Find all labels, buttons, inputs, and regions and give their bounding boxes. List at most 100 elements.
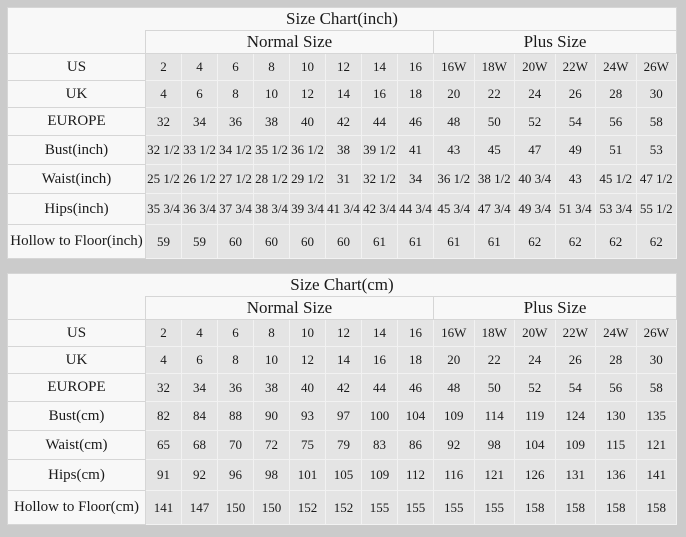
size-value-cell: 60 (253, 224, 290, 259)
size-value-cell: 158 (514, 490, 556, 525)
row-label: Hollow to Floor(cm) (7, 490, 146, 525)
size-value-cell: 101 (289, 459, 326, 491)
size-value-cell: 22W (554, 319, 596, 347)
size-value-cell: 155 (361, 490, 398, 525)
size-value-cell: 41 3/4 (325, 193, 362, 225)
size-value-cell: 88 (217, 401, 254, 431)
size-value-cell: 58 (635, 373, 677, 402)
row-label: Hollow to Floor(inch) (7, 224, 146, 259)
size-value-cell: 92 (181, 459, 218, 491)
table-row: UK 4 6 8 10 12 14 16 18 20 22 24 26 28 30 (7, 80, 677, 108)
size-value-cell: 147 (181, 490, 218, 525)
size-value-cell: 72 (253, 430, 290, 460)
size-value-cell: 32 (145, 373, 182, 402)
size-value-cell: 14 (325, 346, 362, 374)
size-value-cell: 150 (253, 490, 290, 525)
row-label: US (7, 319, 146, 347)
size-value-cell: 29 1/2 (289, 164, 326, 194)
size-value-cell: 14 (361, 53, 398, 81)
size-value-cell: 68 (181, 430, 218, 460)
size-value-cell: 121 (473, 459, 515, 491)
size-chart-cm-table: Size Chart(cm) Normal Size Plus Size US 2… (7, 273, 677, 525)
size-value-cell: 22 (473, 346, 515, 374)
size-value-cell: 49 3/4 (514, 193, 556, 225)
size-value-cell: 42 (325, 107, 362, 136)
row-label: US (7, 53, 146, 81)
size-value-cell: 152 (289, 490, 326, 525)
size-value-cell: 39 1/2 (361, 135, 398, 165)
size-value-cell: 26 (554, 80, 596, 108)
size-value-cell: 8 (253, 53, 290, 81)
size-value-cell: 34 (181, 373, 218, 402)
size-value-cell: 43 (433, 135, 475, 165)
size-value-cell: 84 (181, 401, 218, 431)
plus-size-header: Plus Size (433, 30, 677, 54)
table-row: US 2 4 6 8 10 12 14 16 16W 18W 20W 22W 24W 26W (7, 319, 677, 347)
table-row: EUROPE 32 34 36 38 40 42 44 46 48 50 52 54 56 58 (7, 373, 677, 402)
size-value-cell: 45 (473, 135, 515, 165)
size-value-cell: 136 (595, 459, 637, 491)
table-row: Hollow to Floor(inch) 59 59 60 60 60 60 61 61 61 6… (7, 224, 677, 259)
size-value-cell: 4 (145, 80, 182, 108)
table-body: US 2 4 6 8 10 12 14 16 16W 18W 20W 22W 24W 26W UK 4 6 8 10 1… (7, 319, 677, 525)
size-value-cell: 59 (181, 224, 218, 259)
size-value-cell: 20W (514, 319, 556, 347)
size-value-cell: 16W (433, 53, 475, 81)
size-value-cell: 100 (361, 401, 398, 431)
size-value-cell: 2 (145, 53, 182, 81)
table-title-row: Size Chart(cm) (7, 273, 677, 297)
size-value-cell: 26W (635, 53, 677, 81)
size-value-cell: 53 (635, 135, 677, 165)
size-value-cell: 141 (145, 490, 182, 525)
size-value-cell: 38 (253, 373, 290, 402)
size-value-cell: 158 (595, 490, 637, 525)
size-value-cell: 112 (397, 459, 434, 491)
size-value-cell: 32 1/2 (361, 164, 398, 194)
size-value-cell: 61 (433, 224, 475, 259)
size-value-cell: 150 (217, 490, 254, 525)
size-value-cell: 36 (217, 107, 254, 136)
size-value-cell: 18W (473, 53, 515, 81)
size-value-cell: 28 (595, 80, 637, 108)
size-value-cell: 54 (554, 373, 596, 402)
size-value-cell: 2 (145, 319, 182, 347)
size-value-cell: 38 1/2 (473, 164, 515, 194)
size-value-cell: 59 (145, 224, 182, 259)
size-value-cell: 4 (145, 346, 182, 374)
size-value-cell: 10 (289, 53, 326, 81)
size-value-cell: 28 (595, 346, 637, 374)
size-value-cell: 70 (217, 430, 254, 460)
size-value-cell: 75 (289, 430, 326, 460)
row-label: Bust(cm) (7, 401, 146, 431)
size-value-cell: 58 (635, 107, 677, 136)
size-value-cell: 36 1/2 (433, 164, 475, 194)
size-value-cell: 48 (433, 107, 475, 136)
row-label: UK (7, 346, 146, 374)
size-value-cell: 92 (433, 430, 475, 460)
size-value-cell: 10 (253, 80, 290, 108)
size-value-cell: 50 (473, 373, 515, 402)
size-value-cell: 24 (514, 346, 556, 374)
table-row: Hollow to Floor(cm) 141 147 150 150 152 152 155… (7, 490, 677, 525)
size-chart-inch-table: Size Chart(inch) Normal Size Plus Size U… (7, 7, 677, 259)
size-value-cell: 12 (325, 319, 362, 347)
size-value-cell: 155 (433, 490, 475, 525)
size-value-cell: 8 (217, 346, 254, 374)
table-row: Bust(inch) 32 1/2 33 1/2 34 1/2 35 1/2 36 1/2… (7, 135, 677, 165)
size-value-cell: 121 (635, 430, 677, 460)
size-value-cell: 48 (433, 373, 475, 402)
size-value-cell: 97 (325, 401, 362, 431)
size-value-cell: 40 (289, 107, 326, 136)
size-value-cell: 34 (397, 164, 434, 194)
size-value-cell: 90 (253, 401, 290, 431)
table-row: EUROPE 32 34 36 38 40 42 44 46 48 50 52 54 56 58 (7, 107, 677, 136)
size-value-cell: 12 (325, 53, 362, 81)
size-value-cell: 109 (433, 401, 475, 431)
size-value-cell: 8 (217, 80, 254, 108)
size-value-cell: 6 (181, 346, 218, 374)
size-value-cell: 31 (325, 164, 362, 194)
size-value-cell: 38 (325, 135, 362, 165)
size-value-cell: 45 1/2 (595, 164, 637, 194)
size-value-cell: 114 (473, 401, 515, 431)
size-value-cell: 141 (635, 459, 677, 491)
